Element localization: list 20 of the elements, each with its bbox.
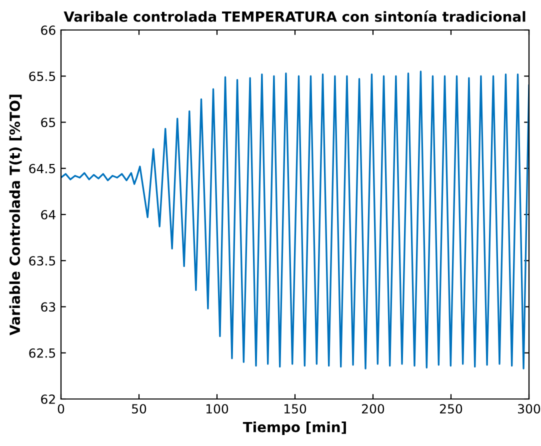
y-tick-label: 63.5 bbox=[29, 256, 56, 266]
x-tick-label: 200 bbox=[362, 404, 384, 414]
y-tick-label: 62 bbox=[41, 394, 55, 404]
y-tick-label: 63 bbox=[41, 302, 56, 312]
chart-title: Varibale controlada TEMPERATURA con sintonía tradicional bbox=[64, 10, 526, 22]
x-tick-label: 0 bbox=[58, 404, 64, 414]
x-axis-title: Tiempo [min] bbox=[242, 422, 346, 435]
x-tick-label: 300 bbox=[518, 404, 540, 414]
x-tick-label: 100 bbox=[206, 404, 228, 414]
x-tick-label: 250 bbox=[440, 404, 462, 414]
y-tick-label: 65.5 bbox=[29, 72, 56, 82]
y-tick-label: 64.5 bbox=[29, 164, 56, 174]
y-tick-label: 65 bbox=[41, 118, 56, 128]
y-axis-title: Variable Controlada T(t) [%TO] bbox=[9, 94, 22, 336]
y-tick-label: 62.5 bbox=[29, 348, 56, 358]
y-tick-label: 64 bbox=[41, 210, 56, 220]
line-series bbox=[61, 70, 529, 370]
x-tick-label: 50 bbox=[132, 404, 146, 414]
x-tick-label: 150 bbox=[284, 404, 306, 414]
y-tick-label: 66 bbox=[41, 25, 56, 35]
